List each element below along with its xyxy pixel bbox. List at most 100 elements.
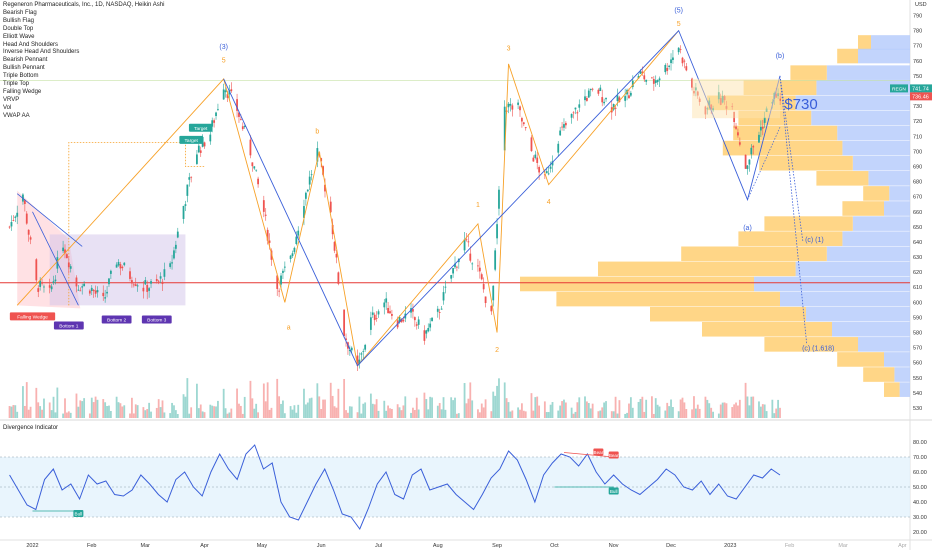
volume-bar: [589, 408, 592, 418]
volume-bar: [41, 409, 43, 418]
volume-bar: [239, 405, 242, 418]
candle-body: [498, 189, 500, 209]
volume-bar: [477, 409, 479, 418]
volume-bar: [362, 403, 365, 418]
indicator-item[interactable]: Double Top: [3, 25, 34, 32]
candle-body: [534, 154, 537, 158]
volume-bar: [436, 405, 439, 418]
time-tick-label: Feb: [785, 543, 794, 549]
candle-body: [304, 192, 307, 199]
volume-bar: [90, 397, 93, 418]
candle-body: [631, 80, 634, 88]
candle-body: [758, 134, 760, 143]
volume-bar: [350, 406, 353, 418]
indicator-item[interactable]: Head And Shoulders: [3, 41, 59, 48]
wave-annotation: 4: [547, 199, 551, 206]
volume-bar: [37, 402, 40, 418]
candle-body: [578, 104, 581, 108]
time-tick-label: 2022: [26, 543, 38, 549]
indicator-item[interactable]: Elliott Wave: [3, 33, 35, 40]
candle-body: [658, 78, 661, 81]
volume-bar: [685, 409, 688, 418]
candle-body: [333, 241, 336, 251]
candle-body: [557, 143, 560, 153]
pattern-label-bg: [53, 321, 84, 330]
volume-bar: [517, 407, 519, 418]
volume-bar: [134, 404, 137, 418]
volume-bar: [182, 394, 185, 418]
time-tick-label: May: [257, 543, 268, 549]
candle-body: [35, 259, 38, 281]
candle-body: [239, 119, 242, 120]
indicator-item[interactable]: Bullish Flag: [3, 17, 35, 24]
candle-body: [383, 302, 386, 308]
candle-body: [517, 102, 519, 105]
time-tick-label: Mar: [141, 543, 151, 549]
volume-bar: [262, 383, 265, 418]
candle-body: [561, 126, 563, 128]
indicator-item[interactable]: Bullish Pennant: [3, 65, 45, 72]
candle-body: [92, 289, 95, 292]
volume-bar: [576, 402, 579, 418]
candle-body: [629, 92, 632, 96]
volume-bar: [383, 400, 386, 418]
candle-body: [243, 126, 246, 128]
candle-body: [186, 184, 189, 196]
indicator-item[interactable]: Falling Wedge: [3, 88, 42, 95]
volume-bar: [398, 407, 401, 418]
volume-bar: [775, 408, 778, 418]
candle-body: [362, 351, 365, 353]
volume-bar: [641, 396, 644, 418]
candle-body: [88, 290, 91, 294]
candle-body: [670, 59, 672, 64]
time-tick-label: Jul: [375, 543, 382, 549]
volume-bar: [496, 385, 498, 418]
candle-body: [413, 317, 416, 321]
indicator-item[interactable]: VRVP: [3, 96, 20, 103]
volume-bar: [478, 412, 481, 418]
volume-bar: [723, 402, 726, 418]
volume-bar: [142, 407, 145, 418]
volume-bar: [316, 383, 319, 418]
volume-bar: [159, 407, 162, 418]
candle-body: [440, 308, 443, 310]
candle-body: [465, 239, 468, 241]
price-label: 741.74: [912, 86, 929, 92]
pattern-label: Target: [194, 126, 208, 132]
indicator-item[interactable]: Triple Top: [3, 81, 30, 88]
volume-profile-bar-down: [871, 35, 910, 50]
candle-body: [77, 289, 80, 291]
candle-body: [176, 231, 179, 238]
volume-bar: [557, 410, 560, 418]
volume-bar: [597, 411, 600, 418]
candle-body: [467, 241, 470, 243]
oscillator-line: [9, 444, 781, 531]
volume-bar: [423, 392, 426, 418]
price-tick-label: 670: [913, 195, 922, 201]
candle-body: [735, 126, 737, 129]
candle-body: [685, 66, 688, 71]
volume-bar: [276, 378, 279, 418]
indicator-item[interactable]: VWAP AA: [3, 112, 30, 119]
volume-profile-bar-up: [858, 35, 871, 50]
candle-body: [10, 222, 13, 227]
volume-bar: [559, 405, 562, 418]
candle-body: [564, 122, 567, 126]
indicator-item[interactable]: Bearish Pennant: [3, 57, 48, 64]
candle-body: [507, 103, 510, 108]
time-tick-label: 2023: [724, 543, 736, 549]
candle-body: [385, 298, 388, 303]
candle-body: [280, 275, 282, 285]
candle-body: [75, 277, 78, 287]
volume-bar: [35, 387, 38, 418]
indicator-item[interactable]: Vol: [3, 104, 12, 111]
indicator-item[interactable]: Inverse Head And Shoulders: [3, 49, 80, 56]
indicator-item[interactable]: Triple Bottom: [3, 73, 39, 80]
volume-bar: [469, 382, 472, 418]
volume-bar: [43, 398, 45, 418]
indicator-item[interactable]: Bearish Flag: [3, 9, 37, 16]
pattern-label-bg: [101, 315, 132, 324]
candle-body: [423, 330, 426, 341]
volume-profile-bar-up: [650, 306, 806, 322]
price-zone-box: [692, 78, 780, 119]
